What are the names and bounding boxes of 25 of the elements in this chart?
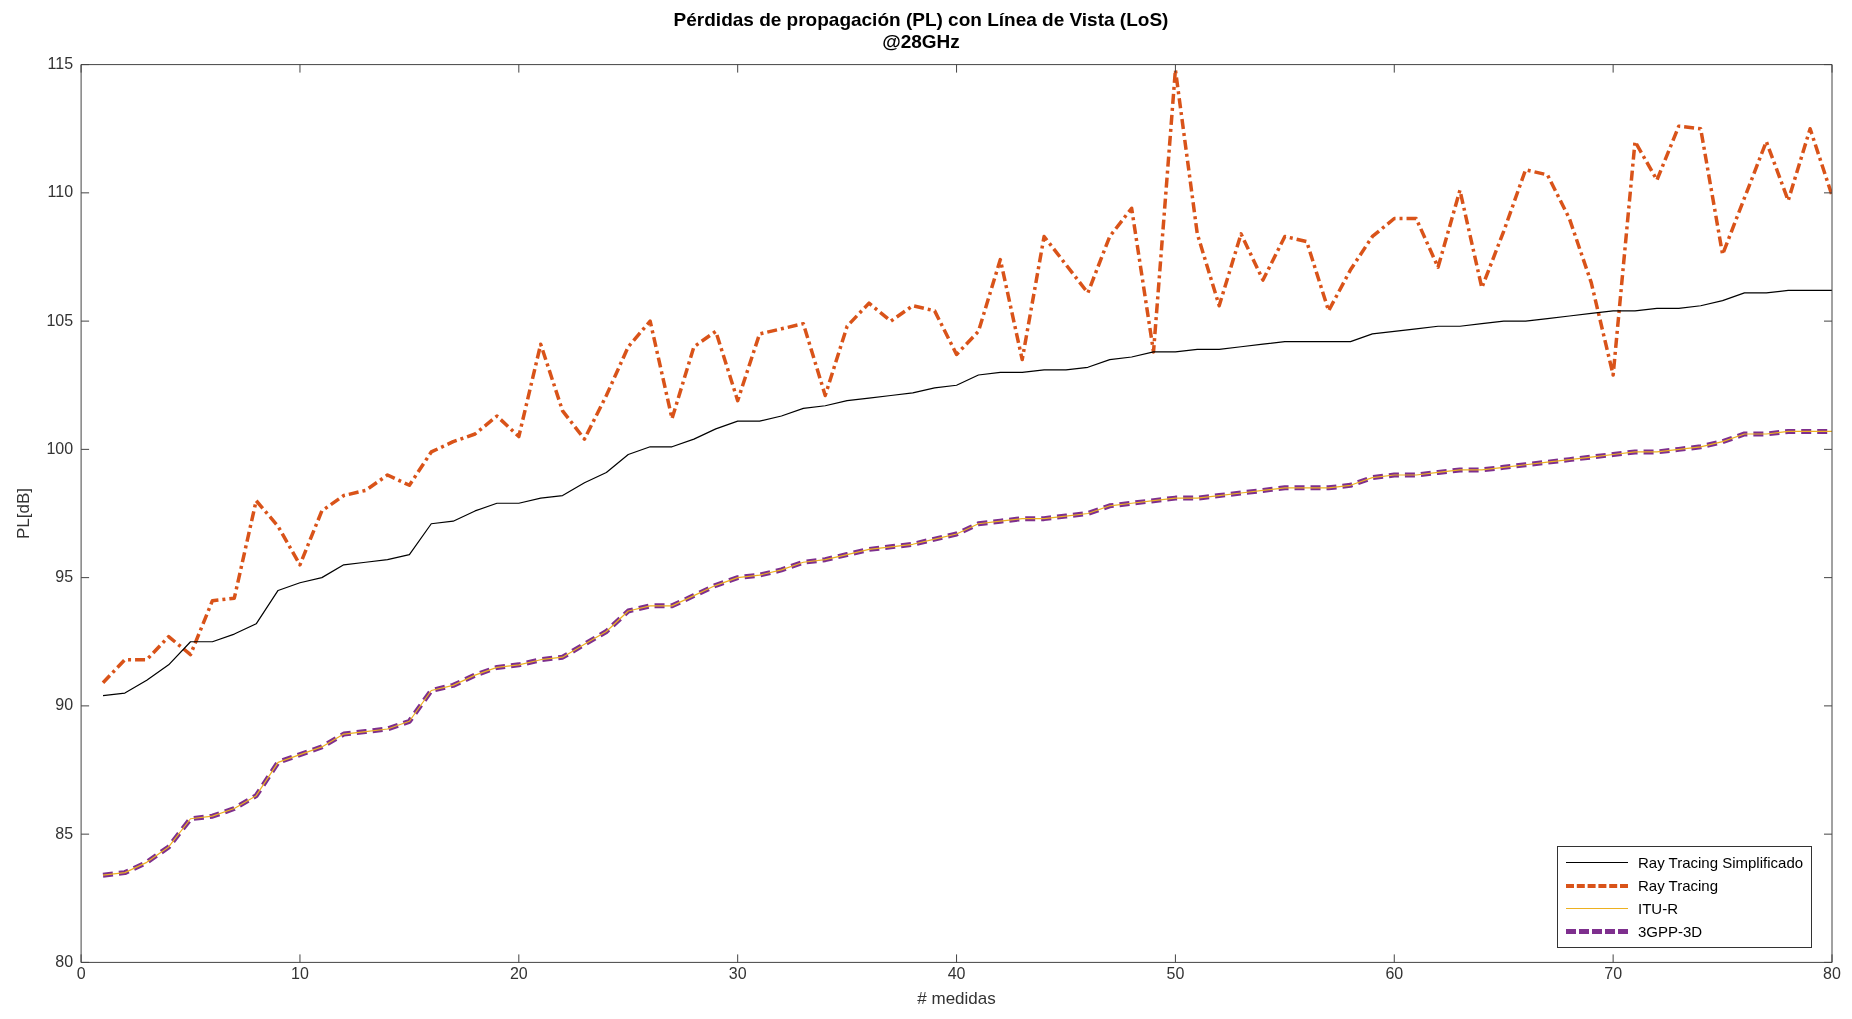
- y-tick-label: 115: [47, 55, 74, 73]
- x-tick-label: 50: [1166, 965, 1185, 983]
- y-axis-title: PL[dB]: [13, 487, 33, 540]
- legend-label: 3GPP-3D: [1638, 923, 1703, 941]
- y-tick-label: 80: [55, 952, 74, 970]
- x-tick-label: 30: [728, 965, 747, 983]
- x-tick-label: 40: [947, 965, 966, 983]
- legend-label: ITU-R: [1638, 900, 1678, 918]
- y-tick-label: 85: [55, 824, 74, 842]
- chart-title: Pérdidas de propagación (PL) con Línea de Vista (LoS) @28GHz: [673, 8, 1169, 53]
- line-series: [101, 67, 1832, 685]
- x-tick-label: 10: [291, 965, 309, 983]
- y-tick-label: 95: [55, 568, 74, 586]
- legend-label: Ray Tracing: [1638, 877, 1719, 895]
- legend-label: Ray Tracing Simplificado: [1638, 854, 1804, 872]
- x-tick-label: 70: [1604, 965, 1623, 983]
- y-tick-label: 90: [55, 696, 74, 714]
- x-axis-title: # medidas: [917, 989, 996, 1009]
- y-tick-label: 105: [46, 311, 74, 329]
- x-tick-label: 60: [1385, 965, 1404, 983]
- x-tick-label: 20: [509, 965, 528, 983]
- y-tick-label: 100: [46, 439, 74, 457]
- x-tick-label: 0: [76, 965, 86, 983]
- y-tick-label: 110: [47, 183, 74, 201]
- x-tick-label: 80: [1823, 965, 1841, 983]
